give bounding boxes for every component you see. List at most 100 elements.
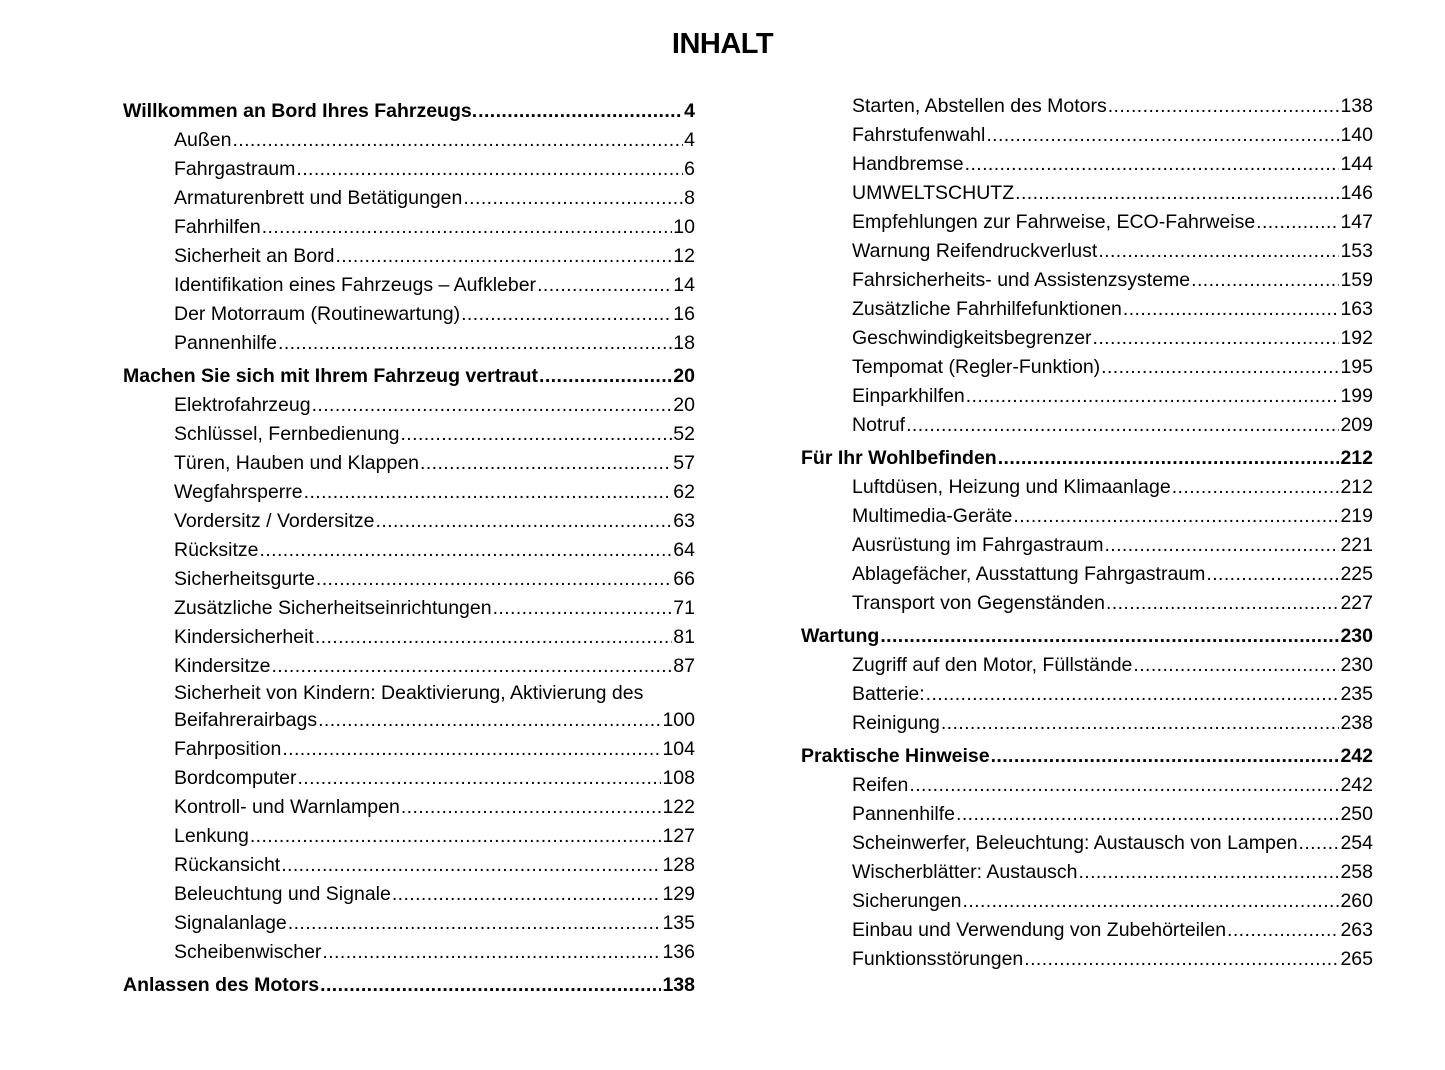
- toc-entry[interactable]: Fahrsicherheits- und Assistenzsysteme 159: [801, 266, 1373, 295]
- toc-page-number: 140: [1340, 124, 1373, 146]
- toc-entry[interactable]: Identifikation eines Fahrzeugs – Aufkleb…: [123, 271, 695, 300]
- toc-entry[interactable]: Rückansicht 128: [123, 851, 695, 880]
- toc-entry-label: Empfehlungen zur Fahrweise, ECO-Fahrweis…: [852, 211, 1256, 233]
- toc-entry[interactable]: Außen 4: [123, 126, 695, 155]
- dot-leader: [941, 709, 1340, 738]
- toc-entry-label: Reifen: [852, 774, 909, 796]
- toc-entry-label: Kontroll- und Warnlampen: [174, 796, 400, 818]
- toc-entry[interactable]: Notruf 209: [801, 411, 1373, 440]
- toc-entry[interactable]: Geschwindigkeitsbegrenzer 192: [801, 324, 1373, 353]
- toc-entry[interactable]: Pannenhilfe 250: [801, 800, 1373, 829]
- toc-page-number: 258: [1340, 861, 1373, 883]
- toc-entry-label: Zugriff auf den Motor, Füllstände: [852, 654, 1133, 676]
- toc-entry[interactable]: Reinigung 238: [801, 709, 1373, 738]
- toc-entry[interactable]: Sicherungen 260: [801, 887, 1373, 916]
- toc-entry[interactable]: Luftdüsen, Heizung und Klimaanlage 212: [801, 473, 1373, 502]
- toc-entry[interactable]: Empfehlungen zur Fahrweise, ECO-Fahrweis…: [801, 208, 1373, 237]
- toc-entry-label: Scheinwerfer, Beleuchtung: Austausch von…: [852, 832, 1298, 854]
- toc-entry[interactable]: Einparkhilfen 199: [801, 382, 1373, 411]
- toc-entry[interactable]: Pannenhilfe 18: [123, 329, 695, 358]
- toc-entry[interactable]: Warnung Reifendruckverlust 153: [801, 237, 1373, 266]
- dot-leader: [262, 213, 673, 242]
- dot-leader: [232, 126, 683, 155]
- toc-entry[interactable]: Einbau und Verwendung von Zubehörteilen 2…: [801, 916, 1373, 945]
- toc-entry-label: Beifahrerairbags: [174, 709, 318, 731]
- toc-entry-label: Geschwindigkeitsbegrenzer: [852, 327, 1092, 349]
- toc-entry[interactable]: Ablagefächer, Ausstattung Fahrgastraum 22…: [801, 560, 1373, 589]
- toc-entry[interactable]: Multimedia-Geräte 219: [801, 502, 1373, 531]
- toc-page-number: 254: [1340, 832, 1373, 854]
- toc-entry[interactable]: Fahrposition 104: [123, 735, 695, 764]
- toc-entry-label: Praktische Hinweise: [801, 745, 990, 767]
- toc-chapter[interactable]: Praktische Hinweise 242: [801, 742, 1373, 771]
- toc-entry-label: Beleuchtung und Signale: [174, 883, 391, 905]
- toc-entry[interactable]: UMWELTSCHUTZ 146: [801, 179, 1373, 208]
- toc-page-number: 242: [1340, 745, 1373, 767]
- toc-entry[interactable]: Vordersitz / Vordersitze 63: [123, 507, 695, 536]
- toc-entry-label: Außen: [174, 129, 232, 151]
- toc-entry[interactable]: Kindersicherheit 81: [123, 623, 695, 652]
- toc-entry[interactable]: Zusätzliche Fahrhilfefunktionen 163: [801, 295, 1373, 324]
- toc-entry-label: UMWELTSCHUTZ: [852, 182, 1015, 204]
- toc-entry[interactable]: Beleuchtung und Signale 129: [123, 880, 695, 909]
- dot-leader: [963, 887, 1340, 916]
- toc-entry[interactable]: Schlüssel, Fernbedienung 52: [123, 420, 695, 449]
- toc-entry[interactable]: Kindersitze 87: [123, 652, 695, 681]
- toc-entry[interactable]: Rücksitze 64: [123, 536, 695, 565]
- toc-entry-label: Wegfahrsperre: [174, 481, 303, 503]
- dot-leader: [376, 507, 673, 536]
- toc-entry[interactable]: Scheinwerfer, Beleuchtung: Austausch von…: [801, 829, 1373, 858]
- toc-entry-label: Notruf: [852, 414, 906, 436]
- toc-entry[interactable]: Elektrofahrzeug 20: [123, 391, 695, 420]
- toc-entry-label: Handbremse: [852, 153, 964, 175]
- dot-leader: [271, 652, 672, 681]
- toc-entry[interactable]: Fahrgastraum 6: [123, 155, 695, 184]
- toc-entry[interactable]: Zugriff auf den Motor, Füllstände 230: [801, 651, 1373, 680]
- toc-entry[interactable]: Fahrstufenwahl 140: [801, 121, 1373, 150]
- toc-entry[interactable]: Fahrhilfen 10: [123, 213, 695, 242]
- toc-chapter[interactable]: Anlassen des Motors 138: [123, 971, 695, 1000]
- toc-page-number: 144: [1340, 153, 1373, 175]
- toc-page-number: 71: [673, 597, 695, 619]
- toc-chapter[interactable]: Für Ihr Wohlbefinden 212: [801, 444, 1373, 473]
- dot-leader: [493, 594, 673, 623]
- toc-page-number: 20: [673, 394, 695, 416]
- toc-entry[interactable]: Ausrüstung im Fahrgastraum 221: [801, 531, 1373, 560]
- toc-entry[interactable]: Der Motorraum (Routinewartung) 16: [123, 300, 695, 329]
- toc-entry[interactable]: Wegfahrsperre 62: [123, 478, 695, 507]
- toc-entry[interactable]: Kontroll- und Warnlampen 122: [123, 793, 695, 822]
- toc-entry[interactable]: Reifen 242: [801, 771, 1373, 800]
- toc-entry[interactable]: Funktionsstörungen 265: [801, 945, 1373, 974]
- toc-chapter[interactable]: Willkommen an Bord Ihres Fahrzeugs. 4: [123, 97, 695, 126]
- toc-chapter[interactable]: Wartung 230: [801, 622, 1373, 651]
- toc-page-number: 127: [662, 825, 695, 847]
- toc-entry[interactable]: Transport von Gegenständen 227: [801, 589, 1373, 618]
- toc-entry[interactable]: Türen, Hauben und Klappen 57: [123, 449, 695, 478]
- toc-entry-label: Starten, Abstellen des Motors: [852, 95, 1107, 117]
- toc-entry[interactable]: Zusätzliche Sicherheitseinrichtungen 71: [123, 594, 695, 623]
- dot-leader: [288, 909, 662, 938]
- toc-entry-label: Scheibenwischer: [174, 941, 322, 963]
- toc-page-number: 147: [1340, 211, 1373, 233]
- toc-entry[interactable]: Sicherheit von Kindern: Deaktivierung, A…: [123, 681, 695, 735]
- toc-entry[interactable]: Sicherheitsgurte 66: [123, 565, 695, 594]
- toc-entry-label: Wartung: [801, 625, 880, 647]
- dot-leader: [1123, 295, 1340, 324]
- toc-entry[interactable]: Bordcomputer 108: [123, 764, 695, 793]
- toc-entry[interactable]: Sicherheit an Bord 12: [123, 242, 695, 271]
- toc-entry[interactable]: Wischerblätter: Austausch 258: [801, 858, 1373, 887]
- toc-page-number: 6: [684, 158, 695, 180]
- toc-page-number: 52: [673, 423, 695, 445]
- toc-entry-label: Warnung Reifendruckverlust: [852, 240, 1098, 262]
- toc-entry[interactable]: Scheibenwischer 136: [123, 938, 695, 967]
- toc-entry[interactable]: Armaturenbrett und Betätigungen 8: [123, 184, 695, 213]
- toc-page-number: 64: [673, 539, 695, 561]
- toc-entry[interactable]: Batterie: 235: [801, 680, 1373, 709]
- toc-entry[interactable]: Lenkung 127: [123, 822, 695, 851]
- toc-entry[interactable]: Handbremse 144: [801, 150, 1373, 179]
- toc-entry[interactable]: Tempomat (Regler-Funktion) 195: [801, 353, 1373, 382]
- toc-chapter[interactable]: Machen Sie sich mit Ihrem Fahrzeug vertr…: [123, 362, 695, 391]
- toc-entry[interactable]: Signalanlage 135: [123, 909, 695, 938]
- toc-page-number: 265: [1340, 948, 1373, 970]
- toc-entry[interactable]: Starten, Abstellen des Motors 138: [801, 92, 1373, 121]
